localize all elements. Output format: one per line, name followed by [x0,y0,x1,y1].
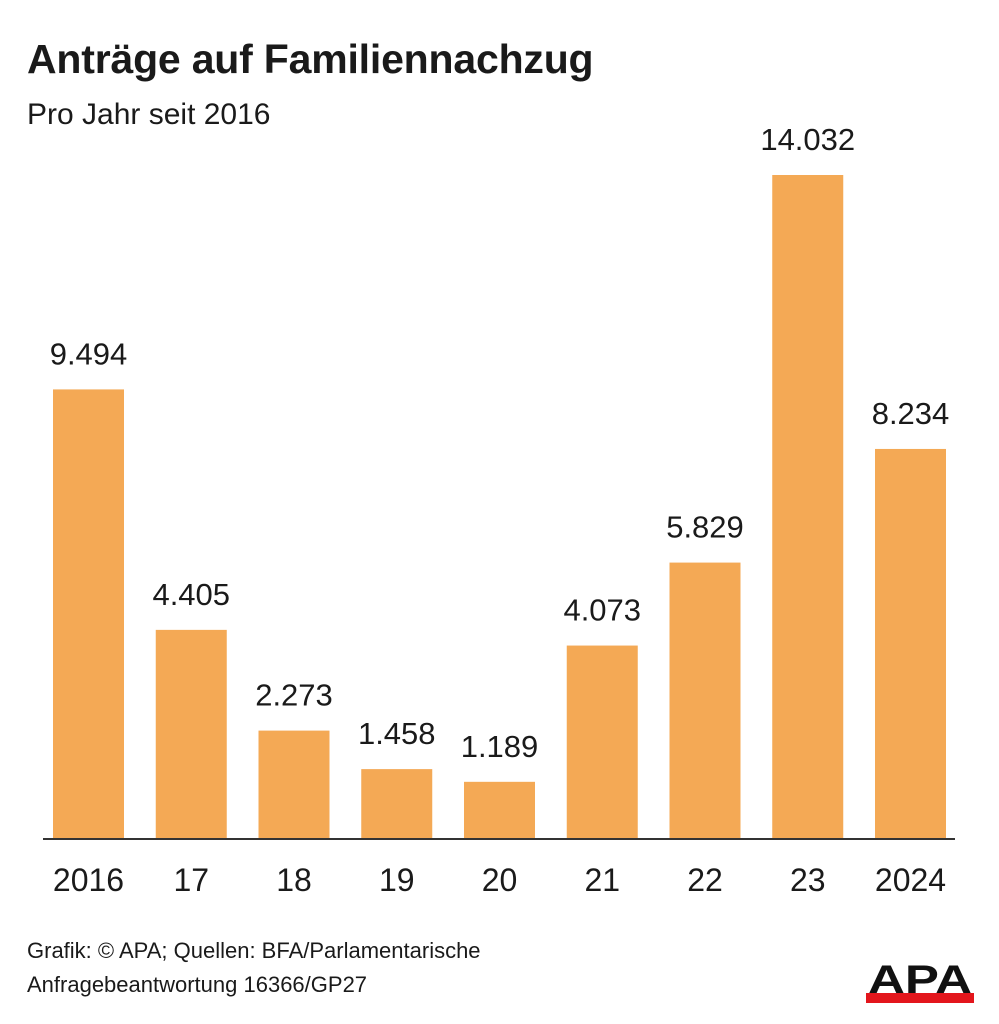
value-label: 1.458 [358,716,436,751]
footer-source-line2: Anfragebeantwortung 16366/GP27 [27,972,368,997]
bar-chart: 9.494 2016 4.405 17 2.273 18 1.458 19 1.189 20 4.0… [43,122,955,898]
x-tick-label: 2024 [875,862,946,898]
x-tick-label: 2016 [53,862,124,898]
x-tick-label: 21 [584,862,620,898]
bar-21 [566,645,638,838]
value-label: 5.829 [666,510,744,545]
bar-17 [155,629,227,838]
value-label: 9.494 [50,336,128,371]
x-tick-label: 18 [276,862,312,898]
apa-logo: APA [866,960,974,1003]
bar-19 [361,769,433,838]
x-tick-label: 17 [173,862,209,898]
value-label: 4.405 [152,577,230,612]
value-label: 2.273 [255,678,333,713]
x-tick-label: 19 [379,862,415,898]
bar-18 [258,730,330,838]
x-tick-label: 22 [687,862,723,898]
bar-23 [772,175,844,838]
x-tick-label: 20 [482,862,518,898]
bar-2016 [53,389,124,838]
value-label: 1.189 [461,729,539,764]
value-label: 8.234 [872,396,950,431]
value-label: 14.032 [760,122,855,157]
x-tick-label: 23 [790,862,826,898]
bar-2024 [875,448,946,838]
chart-title: Anträge auf Familiennachzug [27,36,594,82]
bar-20 [464,781,535,838]
value-label: 4.073 [563,593,641,628]
bar-22 [669,562,741,838]
chart-subtitle: Pro Jahr seit 2016 [27,98,271,131]
footer-source-line1: Grafik: © APA; Quellen: BFA/Parlamentari… [27,938,481,963]
